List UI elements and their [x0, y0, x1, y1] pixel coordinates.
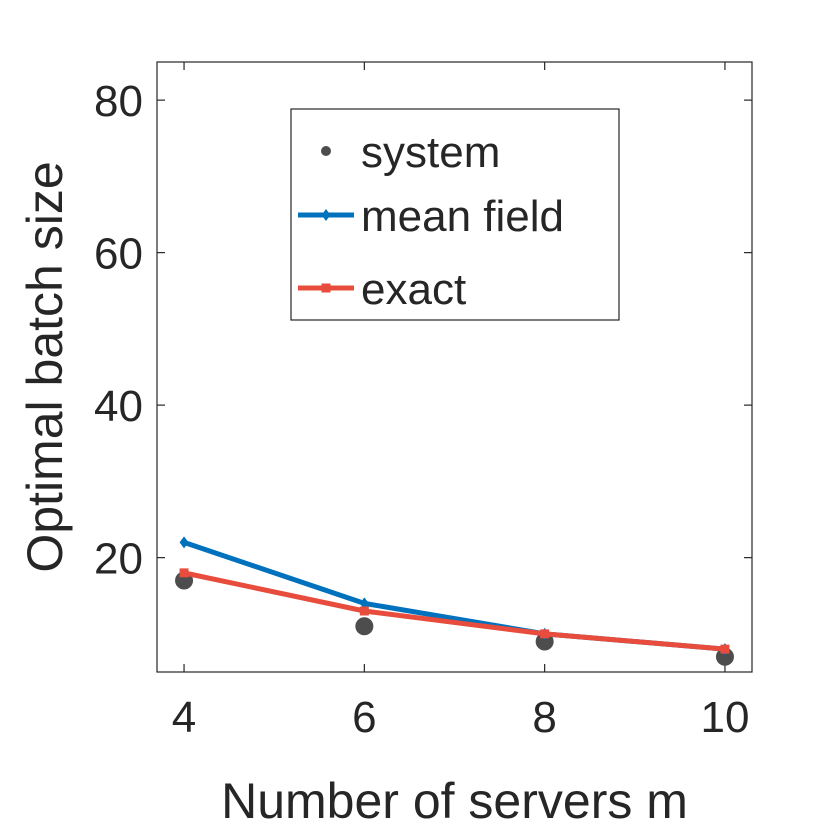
axes: 4 6 8 10 20 40 60 80 — [94, 61, 753, 742]
y-tick-label: 40 — [94, 382, 143, 431]
series-layer — [175, 536, 734, 666]
axes-box — [156, 61, 753, 673]
data-point — [179, 568, 189, 578]
data-point — [720, 644, 730, 654]
legend-label: exact — [361, 265, 466, 314]
x-tick-label: 4 — [172, 693, 196, 742]
legend-marker — [321, 283, 331, 293]
legend-entry-mean-field: mean field — [298, 192, 564, 241]
y-tick-label: 80 — [94, 77, 143, 126]
data-point — [359, 597, 369, 610]
x-tick-label: 8 — [532, 693, 556, 742]
legend-entry-exact: exact — [298, 265, 466, 314]
x-tick-label: 6 — [352, 693, 376, 742]
legend-label: mean field — [361, 192, 564, 241]
data-point — [540, 629, 550, 639]
data-point — [355, 617, 374, 636]
series-exact — [179, 568, 730, 654]
legend: system mean field exact — [290, 108, 620, 321]
y-tick-label: 60 — [94, 230, 143, 279]
data-point — [179, 536, 189, 549]
series-line — [181, 570, 728, 652]
legend-marker — [321, 209, 331, 221]
legend-marker — [321, 146, 331, 156]
data-point — [359, 606, 369, 616]
x-tick-label: 10 — [700, 693, 749, 742]
x-axis-label: Number of servers m — [221, 773, 688, 829]
legend-entry-system: system — [321, 128, 500, 177]
y-axis-label: Optimal batch size — [17, 161, 73, 572]
legend-label: system — [361, 128, 500, 177]
y-tick-label: 20 — [94, 535, 143, 584]
